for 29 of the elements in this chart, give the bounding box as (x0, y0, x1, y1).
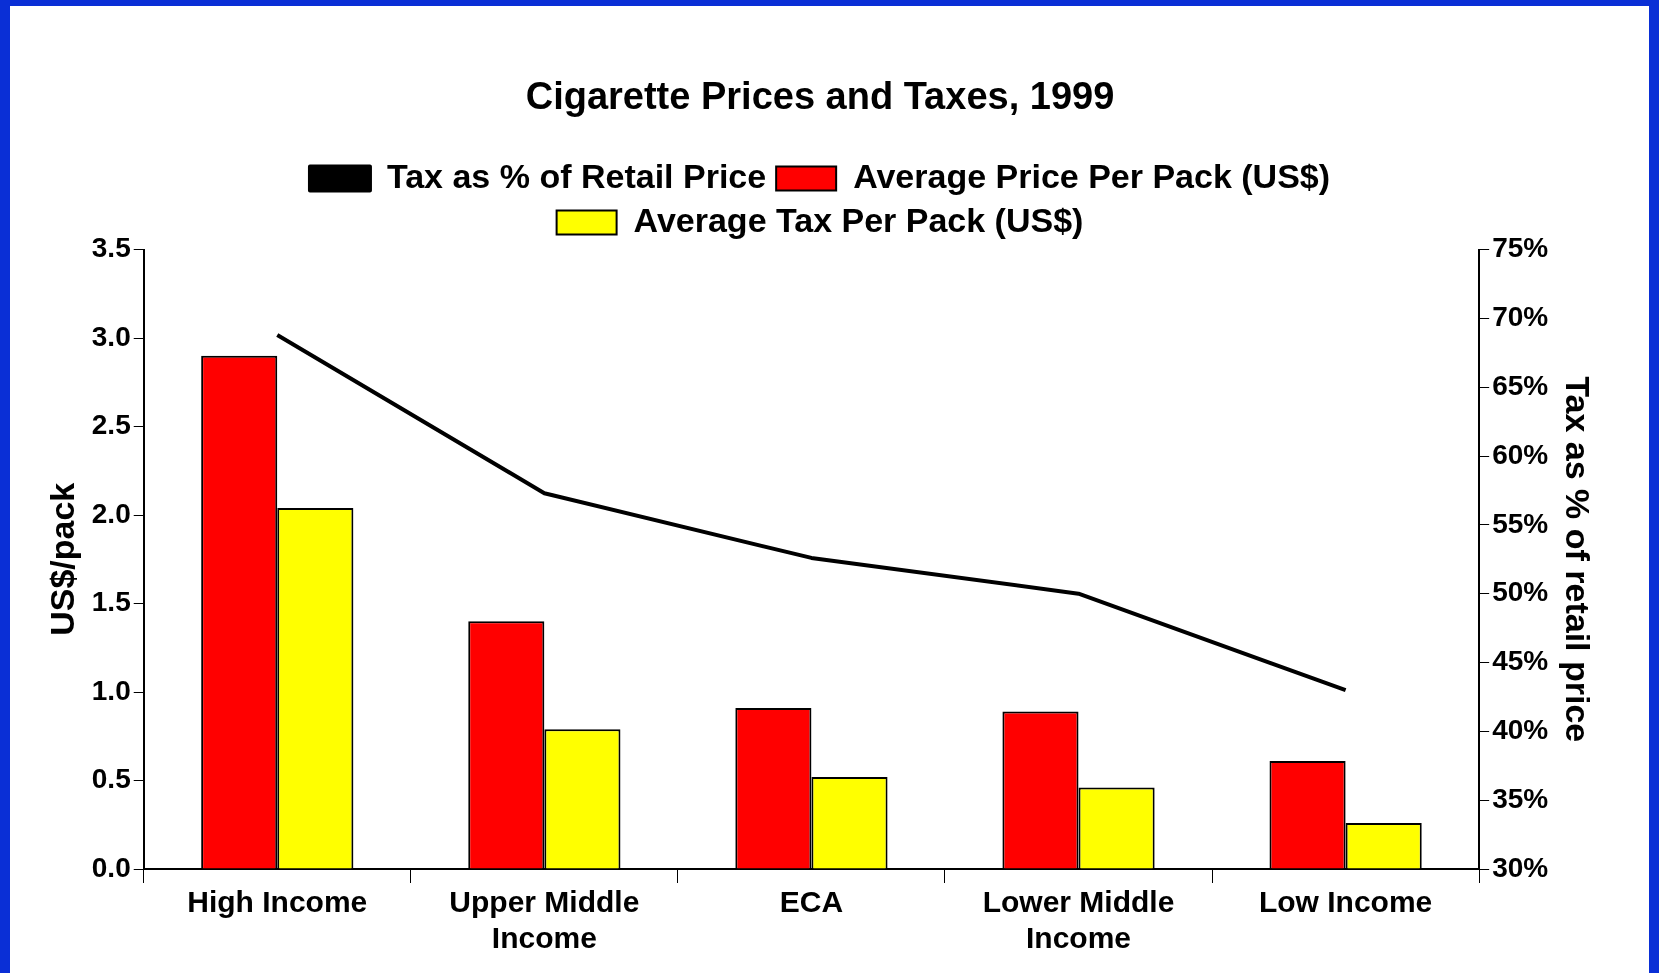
x-tick-label: Low Income (1258, 885, 1433, 919)
y2-tick-label: 70% (1492, 301, 1549, 333)
y-tick-label: 3.0 (91, 320, 131, 352)
legend-label: Average Price Per Pack (US$) (853, 156, 1331, 195)
chart-title: Cigarette Prices and Taxes, 1999 (525, 75, 1115, 118)
x-tick-label: High Income (187, 885, 368, 919)
y-tick-label: 0.5 (91, 763, 131, 795)
x-tick-label: Upper Middle Income (449, 885, 640, 955)
y-tick-label: 2.5 (91, 409, 131, 441)
y2-tick-label: 35% (1492, 782, 1549, 814)
y-tick-label: 2.0 (91, 497, 131, 529)
y2-tick-label: 50% (1492, 576, 1549, 608)
y-tick-label: 3.5 (91, 232, 131, 264)
legend-label: Tax as % of Retail Price (386, 156, 767, 195)
y-axis-title: US$/pack (42, 482, 81, 636)
y2-tick-label: 60% (1492, 438, 1549, 470)
y2-tick-label: 65% (1492, 369, 1549, 401)
y-tick-label: 0.0 (91, 851, 131, 883)
x-tick-label: ECA (779, 885, 844, 919)
y2-tick-label: 75% (1492, 232, 1549, 264)
y2-tick-label: 55% (1492, 507, 1549, 539)
legend-label: Average Tax Per Pack (US$) (633, 200, 1084, 239)
y2-axis-title: Tax as % of retail price (1559, 376, 1598, 743)
y2-tick-label: 45% (1492, 645, 1549, 677)
y-tick-label: 1.5 (91, 586, 131, 618)
y2-tick-label: 30% (1492, 851, 1549, 883)
x-tick-label: Lower Middle Income (982, 885, 1175, 955)
y-tick-label: 1.0 (91, 674, 131, 706)
y2-tick-label: 40% (1492, 714, 1549, 746)
